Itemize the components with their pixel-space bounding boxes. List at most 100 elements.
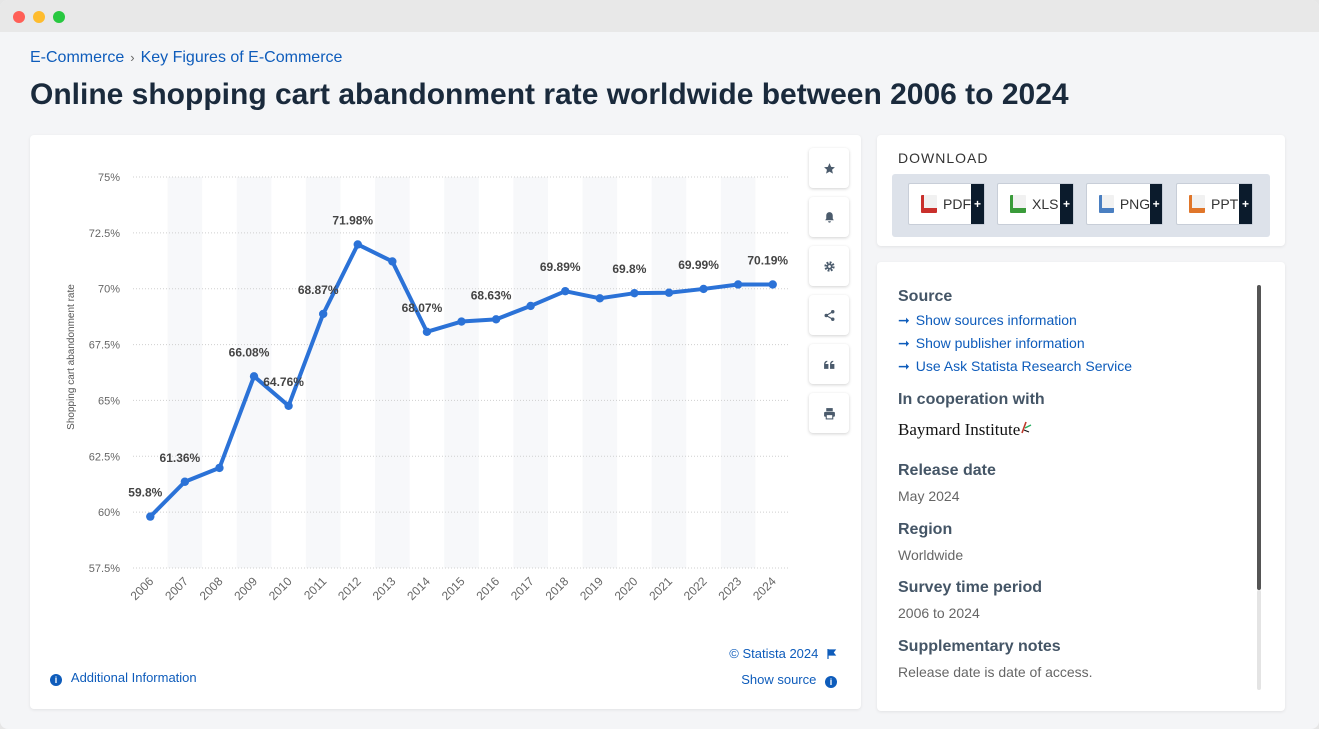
download-pdf-button[interactable]: PDF + — [908, 183, 985, 225]
x-tick-label: 2009 — [231, 574, 260, 603]
chart-band — [305, 177, 341, 568]
bell-icon — [824, 211, 834, 223]
chart-toolbar — [809, 148, 849, 442]
data-label: 68.07% — [402, 301, 443, 315]
data-point — [768, 280, 777, 289]
region-heading: Region — [898, 521, 953, 538]
survey-period-value: 2006 to 2024 — [898, 605, 980, 621]
x-tick-label: 2006 — [128, 574, 157, 603]
data-label: 70.19% — [747, 253, 788, 267]
favorite-button[interactable] — [809, 148, 849, 188]
plus-icon[interactable]: + — [1239, 184, 1252, 224]
data-point — [664, 288, 674, 297]
show-sources-text: Show sources information — [915, 312, 1077, 328]
show-publisher-text: Show publisher information — [915, 335, 1085, 351]
arrow-right-icon: ➞ — [898, 335, 910, 351]
data-point — [457, 317, 466, 326]
breadcrumb-link-key-figures[interactable]: Key Figures of E-Commerce — [140, 49, 343, 66]
data-point — [733, 280, 743, 289]
additional-information-link[interactable]: i Additional Information — [50, 670, 197, 686]
y-tick-label: 60% — [98, 507, 120, 519]
baymard-logo: Baymard Institute — [898, 420, 1032, 440]
chart-card: 57.5% 60% 62.5% 65% 67.5% 70% 72.5% 75% 2006 200… — [30, 135, 861, 709]
notification-button[interactable] — [809, 197, 849, 237]
share-icon — [824, 309, 834, 321]
show-sources-link[interactable]: ➞ Show sources information — [898, 312, 1077, 329]
data-point — [526, 301, 535, 311]
ask-statista-link[interactable]: ➞ Use Ask Statista Research Service — [898, 358, 1132, 375]
x-tick-label: 2008 — [197, 574, 226, 603]
download-xls-button[interactable]: XLS + — [997, 183, 1074, 225]
settings-button[interactable] — [809, 246, 849, 286]
source-heading: Source — [898, 288, 953, 305]
release-date-value: May 2024 — [898, 488, 960, 504]
chart-band — [513, 177, 548, 568]
x-tick-label: 2019 — [577, 574, 606, 603]
page-title: Online shopping cart abandonment rate wo… — [30, 78, 1069, 111]
y-tick-label: 57.5% — [89, 563, 120, 575]
png-file-icon — [1099, 195, 1114, 213]
plus-icon[interactable]: + — [971, 184, 984, 224]
data-label: 61.36% — [160, 451, 201, 465]
y-axis-label: Shopping cart abandonment rate — [66, 284, 77, 430]
scrollbar-track[interactable] — [1257, 590, 1261, 690]
arrow-right-icon: ➞ — [898, 358, 910, 374]
maximize-window-button[interactable] — [53, 11, 65, 23]
star-icon — [823, 162, 835, 174]
supplementary-notes-value: Release date is date of access. — [898, 664, 1093, 680]
x-tick-label: 2018 — [543, 574, 572, 603]
statista-copyright[interactable]: © Statista 2024 — [729, 646, 837, 661]
plus-icon[interactable]: + — [1150, 184, 1162, 224]
y-tick-label: 70% — [98, 284, 120, 296]
close-window-button[interactable] — [13, 11, 25, 23]
data-label: 69.99% — [678, 258, 719, 272]
download-ppt-label: PPT — [1211, 196, 1239, 212]
chart-series — [146, 240, 777, 521]
y-tick-label: 65% — [98, 395, 120, 407]
share-button[interactable] — [809, 295, 849, 335]
scrollbar-thumb[interactable] — [1257, 285, 1261, 590]
data-label: 68.87% — [298, 283, 339, 297]
info-icon: i — [50, 674, 62, 686]
data-point — [388, 257, 397, 266]
supplementary-notes-heading: Supplementary notes — [898, 638, 1061, 655]
download-title: DOWNLOAD — [898, 150, 989, 166]
data-labels: 59.8% 61.36% 66.08% 64.76% 68.87% 71.98% 68.07… — [128, 213, 788, 499]
download-card: DOWNLOAD PDF + XLS + PNG + PPT + — [877, 135, 1285, 246]
plus-icon[interactable]: + — [1060, 184, 1073, 224]
chart-band — [444, 177, 479, 568]
download-pdf-label: PDF — [943, 196, 971, 212]
x-tick-label: 2022 — [681, 574, 710, 603]
release-date-heading: Release date — [898, 462, 996, 479]
download-ppt-button[interactable]: PPT + — [1176, 183, 1253, 225]
x-tick-label: 2016 — [473, 574, 502, 603]
breadcrumb-link-ecommerce[interactable]: E-Commerce — [30, 49, 125, 66]
arrow-right-icon: ➞ — [898, 312, 910, 328]
data-point — [249, 372, 259, 381]
chart-band — [582, 177, 618, 568]
show-source-link[interactable]: Show source i — [741, 672, 837, 688]
ask-statista-text: Use Ask Statista Research Service — [915, 358, 1133, 374]
data-point — [215, 463, 224, 473]
data-label: 71.98% — [332, 213, 373, 227]
data-point — [318, 309, 328, 319]
minimize-window-button[interactable] — [33, 11, 45, 23]
line-chart: 57.5%60%62.5%65%67.5%70%72.5%75% 2006 200… — [66, 172, 790, 603]
region-value: Worldwide — [898, 547, 964, 563]
ppt-file-icon — [1189, 195, 1205, 213]
info-icon: i — [825, 676, 837, 688]
x-tick-label: 2014 — [404, 574, 433, 603]
chart-band — [375, 177, 410, 568]
download-png-button[interactable]: PNG + — [1086, 183, 1163, 225]
print-icon — [823, 407, 835, 419]
download-bar: PDF + XLS + PNG + PPT + — [892, 174, 1270, 237]
x-tick-label: 2020 — [612, 574, 641, 603]
x-tick-label: 2010 — [266, 574, 295, 603]
y-tick-label: 62.5% — [89, 451, 120, 463]
cite-button[interactable] — [809, 344, 849, 384]
show-publisher-link[interactable]: ➞ Show publisher information — [898, 335, 1085, 352]
print-button[interactable] — [809, 393, 849, 433]
window-titlebar — [0, 0, 1319, 32]
survey-period-heading: Survey time period — [898, 579, 1043, 596]
